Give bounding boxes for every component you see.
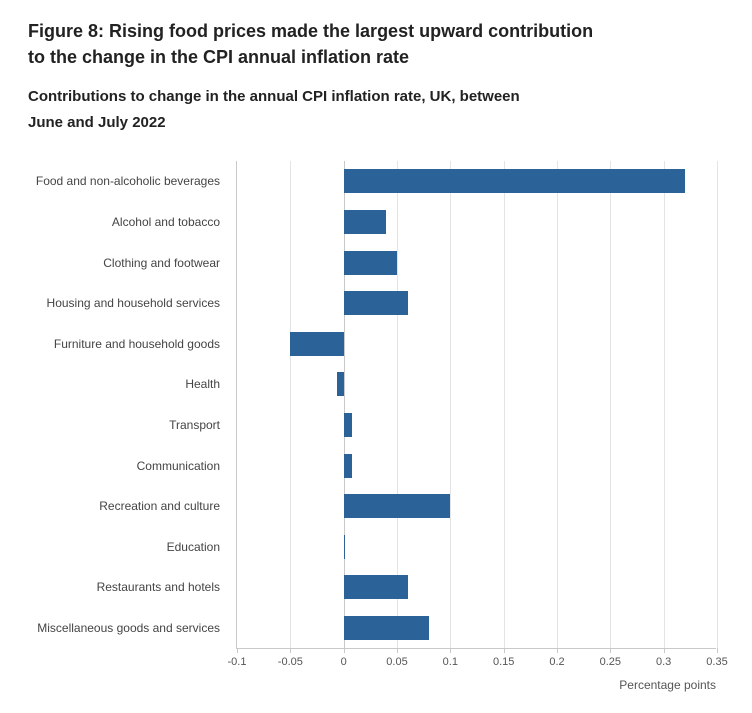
bar xyxy=(344,575,408,599)
category-label: Housing and household services xyxy=(20,296,220,310)
category-label: Education xyxy=(20,540,220,554)
bar xyxy=(344,210,387,234)
bar-row: Housing and household services xyxy=(237,283,716,324)
bar-row: Recreation and culture xyxy=(237,486,716,527)
x-tick xyxy=(557,648,558,653)
subtitle-line-1: Contributions to change in the annual CP… xyxy=(28,88,520,105)
bar-row: Health xyxy=(237,364,716,405)
bar-row: Miscellaneous goods and services xyxy=(237,608,716,649)
category-label: Miscellaneous goods and services xyxy=(20,621,220,635)
title-line-2: to the change in the CPI annual inflatio… xyxy=(28,47,409,67)
bar-row: Food and non-alcoholic beverages xyxy=(237,161,716,202)
x-tick xyxy=(717,648,718,653)
bar xyxy=(290,332,343,356)
bar xyxy=(344,616,429,640)
category-label: Transport xyxy=(20,418,220,432)
title-line-1: Figure 8: Rising food prices made the la… xyxy=(28,21,593,41)
bar xyxy=(344,413,353,437)
x-tick-label: 0.1 xyxy=(443,656,458,668)
x-tick-label: 0.2 xyxy=(549,656,564,668)
bar-row: Furniture and household goods xyxy=(237,324,716,365)
bar-row: Transport xyxy=(237,405,716,446)
x-tick-label: 0.05 xyxy=(386,656,407,668)
x-tick xyxy=(344,648,345,653)
bar-row: Alcohol and tobacco xyxy=(237,202,716,243)
bar xyxy=(344,454,353,478)
category-label: Recreation and culture xyxy=(20,499,220,513)
bar-row: Education xyxy=(237,527,716,568)
chart-container: Percentage points -0.1 -0.05 0 0.05 0.1 0.15 0… xyxy=(28,153,724,713)
bar xyxy=(344,291,408,315)
subtitle-line-2: June and July 2022 xyxy=(28,114,166,131)
x-tick xyxy=(397,648,398,653)
grid-line xyxy=(717,161,718,648)
category-label: Health xyxy=(20,377,220,391)
x-tick-label: -0.1 xyxy=(228,656,247,668)
figure-subtitle: Contributions to change in the annual CP… xyxy=(28,84,724,135)
x-tick-label: 0.3 xyxy=(656,656,671,668)
x-tick xyxy=(290,648,291,653)
x-tick xyxy=(237,648,238,653)
category-label: Communication xyxy=(20,458,220,472)
bar xyxy=(337,372,343,396)
x-tick-label: 0 xyxy=(341,656,347,668)
category-label: Alcohol and tobacco xyxy=(20,215,220,229)
figure-title: Figure 8: Rising food prices made the la… xyxy=(28,18,724,70)
bar xyxy=(344,535,345,559)
bar xyxy=(344,251,397,275)
category-label: Food and non-alcoholic beverages xyxy=(20,174,220,188)
category-label: Clothing and footwear xyxy=(20,255,220,269)
x-tick xyxy=(610,648,611,653)
bar xyxy=(344,169,685,193)
x-tick-label: 0.15 xyxy=(493,656,514,668)
x-tick-label: 0.25 xyxy=(600,656,621,668)
category-label: Restaurants and hotels xyxy=(20,580,220,594)
plot-area: Percentage points -0.1-0.0500.050.10.150… xyxy=(236,161,716,649)
x-tick xyxy=(450,648,451,653)
bar-row: Restaurants and hotels xyxy=(237,567,716,608)
bar-row: Communication xyxy=(237,445,716,486)
x-axis-title: Percentage points xyxy=(619,678,716,692)
x-tick-label: -0.05 xyxy=(278,656,303,668)
category-label: Furniture and household goods xyxy=(20,337,220,351)
x-tick xyxy=(504,648,505,653)
x-tick xyxy=(664,648,665,653)
bar xyxy=(344,494,451,518)
x-tick-label: 0.35 xyxy=(706,656,727,668)
bar-row: Clothing and footwear xyxy=(237,242,716,283)
